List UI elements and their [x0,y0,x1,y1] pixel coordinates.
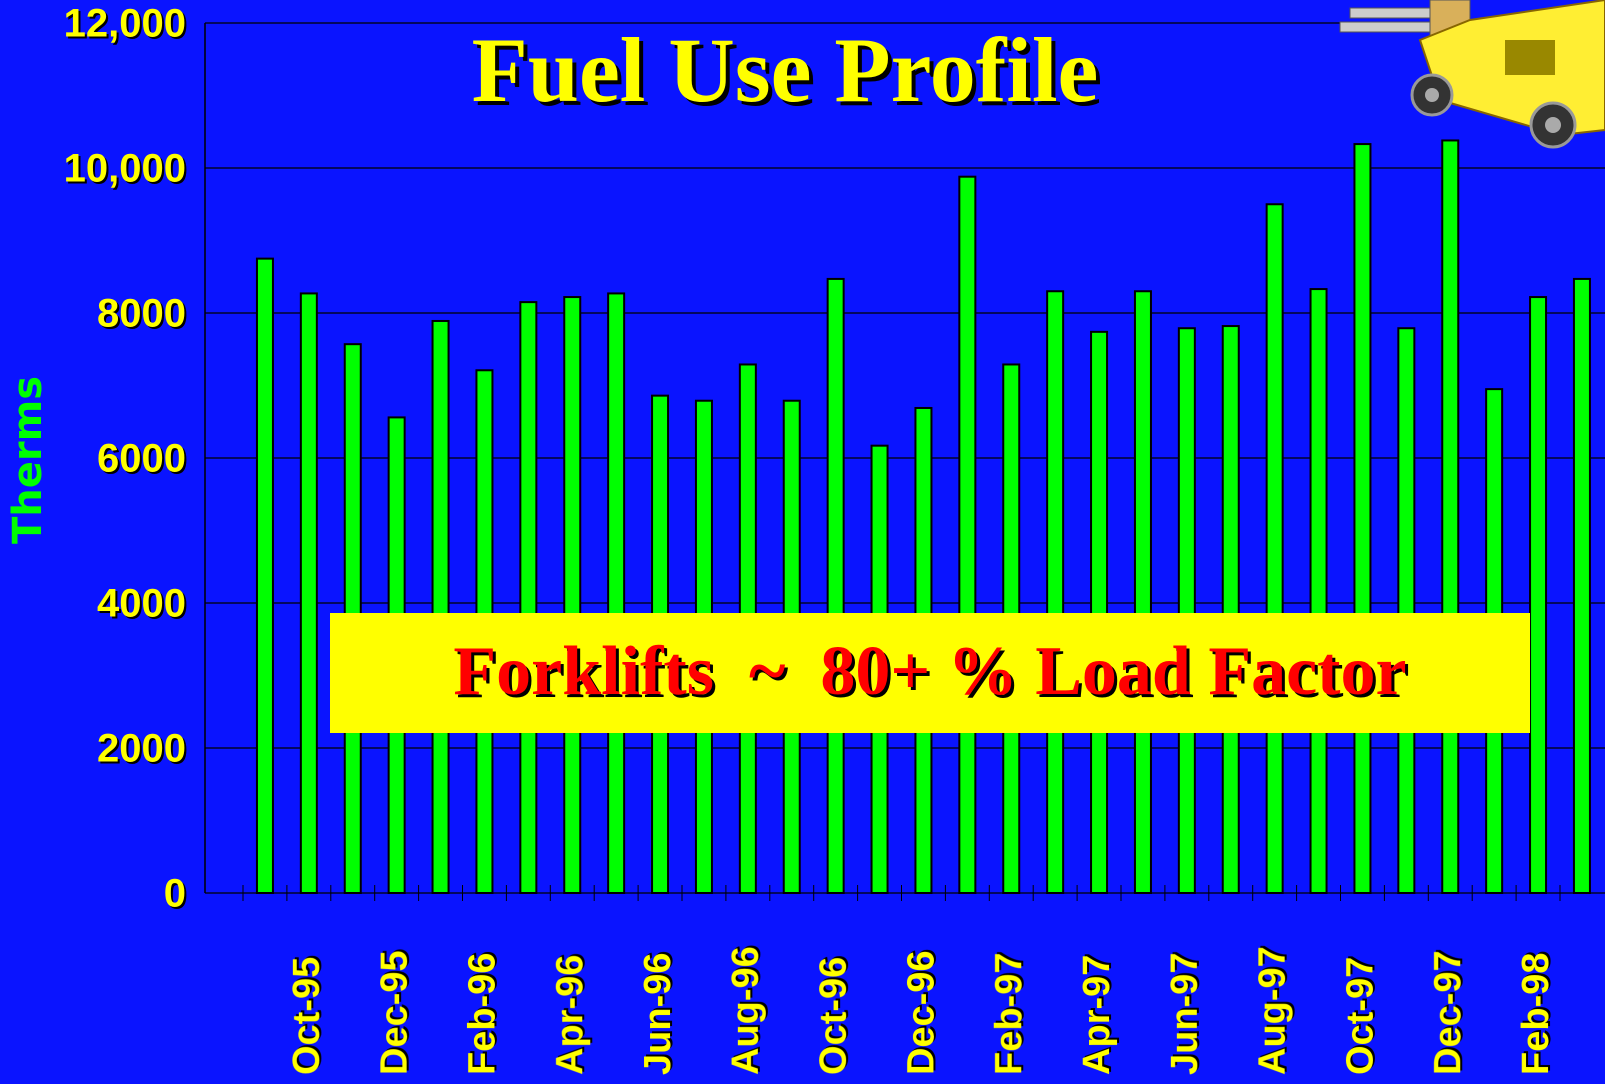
bar [301,293,317,893]
y-tick-label: 0 [164,872,186,916]
bar [1091,332,1107,893]
x-tick-label: Aug-97 [1252,946,1294,1075]
x-tick-label: Dec-97 [1427,950,1469,1075]
bar [1574,279,1590,893]
y-tick-label: 2000 [97,727,186,771]
y-tick-label: 12,000 [64,2,186,46]
bar [1267,204,1283,893]
y-tick-label: 4000 [97,582,186,626]
x-tick-label: Apr-96 [549,955,591,1075]
x-tick-label: Aug-96 [725,946,767,1075]
bar [1179,328,1195,893]
y-axis-label: Therms [5,376,51,544]
x-tick-label: Feb-96 [461,953,503,1075]
x-tick-label: Feb-97 [988,953,1030,1075]
x-tick-label: Jun-96 [637,953,679,1075]
bar [433,321,449,893]
bar [1398,328,1414,893]
x-tick-label: Dec-95 [374,950,416,1075]
bar [564,297,580,893]
bar [1223,326,1239,893]
bar [1047,291,1063,893]
bar [257,259,273,893]
x-tick-label: Feb-98 [1515,953,1557,1075]
bar [1311,289,1327,893]
annotation: Forklifts ~ 80+ % Load Factor [453,633,1406,710]
chart-title: Fuel Use Profile [472,19,1099,121]
x-tick-label: Oct-96 [813,957,855,1075]
y-tick-label: 6000 [97,437,186,481]
y-tick-label: 10,000 [64,147,186,191]
bar [828,279,844,893]
x-tick-label: Jun-97 [1164,953,1206,1075]
y-tick-label: 8000 [97,292,186,336]
bar [608,293,624,893]
bar [959,177,975,893]
chart: 0 2000 4000 6000 8000 10,000 12,000 Oct-95 Dec-9… [0,0,1605,1084]
x-tick-label: Dec-96 [900,950,942,1075]
bar [520,302,536,893]
x-tick-label: Apr-97 [1076,955,1118,1075]
bar [1354,144,1370,893]
bar [1442,140,1458,893]
bar [1135,291,1151,893]
bar [1530,297,1546,893]
x-tick-label: Oct-97 [1339,957,1381,1075]
x-tick-label: Oct-95 [286,957,328,1075]
